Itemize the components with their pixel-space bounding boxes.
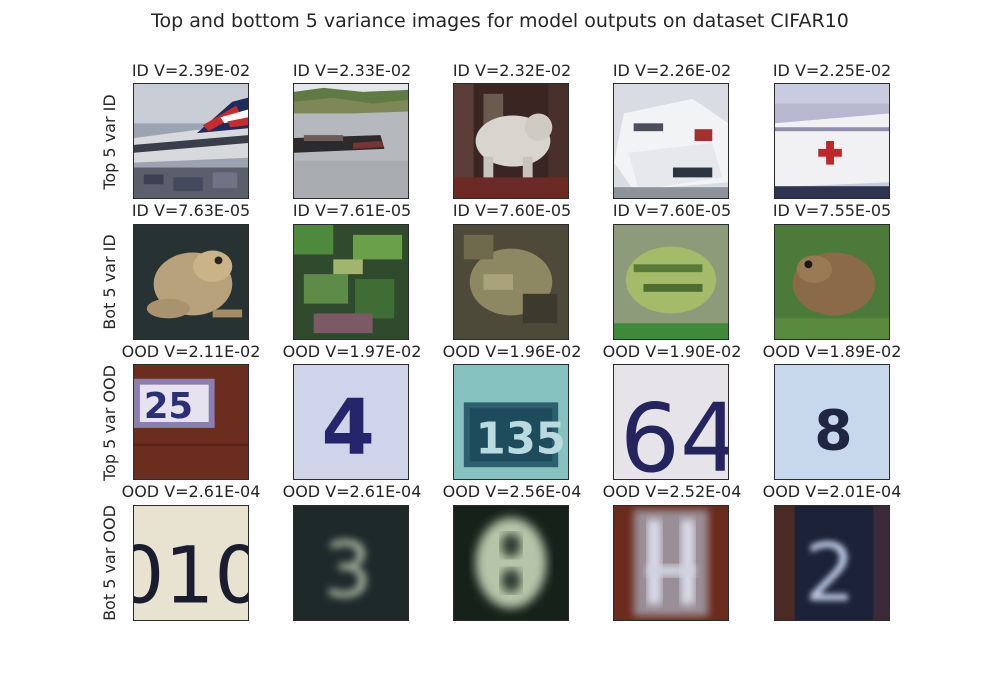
thumbnail-image xyxy=(774,83,890,199)
svg-text:25: 25 xyxy=(144,386,193,427)
thumbnail-image xyxy=(613,505,729,621)
cell-title: OOD V=2.56E-04 xyxy=(442,482,582,501)
thumbnail-image: 4 xyxy=(293,364,409,480)
cell-title: OOD V=2.52E-04 xyxy=(602,482,742,501)
thumbnail-image: 3 xyxy=(293,505,409,621)
cell-title: OOD V=2.61E-04 xyxy=(282,482,422,501)
cell-title: OOD V=2.01E-04 xyxy=(762,482,902,501)
cell-title: OOD V=2.11E-02 xyxy=(121,342,261,361)
thumbnail-image xyxy=(293,83,409,199)
cell-title: ID V=7.55E-05 xyxy=(772,201,892,220)
svg-text:4: 4 xyxy=(322,383,375,472)
thumbnail-image xyxy=(453,83,569,199)
cell-title: OOD V=1.89E-02 xyxy=(762,342,902,361)
svg-text:3: 3 xyxy=(323,526,372,615)
row-label-bot-ood: Bot 5 var OOD xyxy=(100,505,119,621)
thumbnail-image xyxy=(453,505,569,621)
thumbnail-image: 8 xyxy=(774,364,890,480)
svg-text:2: 2 xyxy=(804,526,855,620)
thumbnail-image xyxy=(613,224,729,340)
svg-text:010: 010 xyxy=(134,529,248,620)
cell-title: OOD V=1.90E-02 xyxy=(602,342,742,361)
thumbnail-image xyxy=(613,83,729,199)
thumbnail-image: 135 xyxy=(453,364,569,480)
thumbnail-image xyxy=(133,224,249,340)
svg-text:135: 135 xyxy=(476,414,566,464)
thumbnail-image: 64 xyxy=(613,364,729,480)
row-label-top-id: Top 5 var ID xyxy=(100,94,119,190)
row-label-top-ood: Top 5 var OOD xyxy=(100,365,119,481)
cell-title: ID V=2.33E-02 xyxy=(292,61,412,80)
cell-title: ID V=2.32E-02 xyxy=(452,61,572,80)
cell-title: ID V=7.61E-05 xyxy=(292,201,412,220)
thumbnail-image xyxy=(133,83,249,199)
row-label-bot-id: Bot 5 var ID xyxy=(100,234,119,330)
cell-title: ID V=7.60E-05 xyxy=(452,201,572,220)
thumbnail-image: 25 xyxy=(133,364,249,480)
cell-title: OOD V=2.61E-04 xyxy=(121,482,261,501)
cell-title: ID V=7.63E-05 xyxy=(131,201,251,220)
svg-text:64: 64 xyxy=(620,384,728,479)
cell-title: ID V=7.60E-05 xyxy=(612,201,732,220)
cell-title: OOD V=1.97E-02 xyxy=(282,342,422,361)
thumbnail-image xyxy=(293,224,409,340)
cell-title: ID V=2.39E-02 xyxy=(131,61,251,80)
cell-title: OOD V=1.96E-02 xyxy=(442,342,582,361)
cell-title: ID V=2.25E-02 xyxy=(772,61,892,80)
thumbnail-image xyxy=(453,224,569,340)
thumbnail-image xyxy=(774,224,890,340)
thumbnail-image: 2 xyxy=(774,505,890,621)
svg-text:8: 8 xyxy=(814,399,852,463)
cell-title: ID V=2.26E-02 xyxy=(612,61,732,80)
thumbnail-image: 010 xyxy=(133,505,249,621)
figure-title: Top and bottom 5 variance images for mod… xyxy=(151,10,849,32)
